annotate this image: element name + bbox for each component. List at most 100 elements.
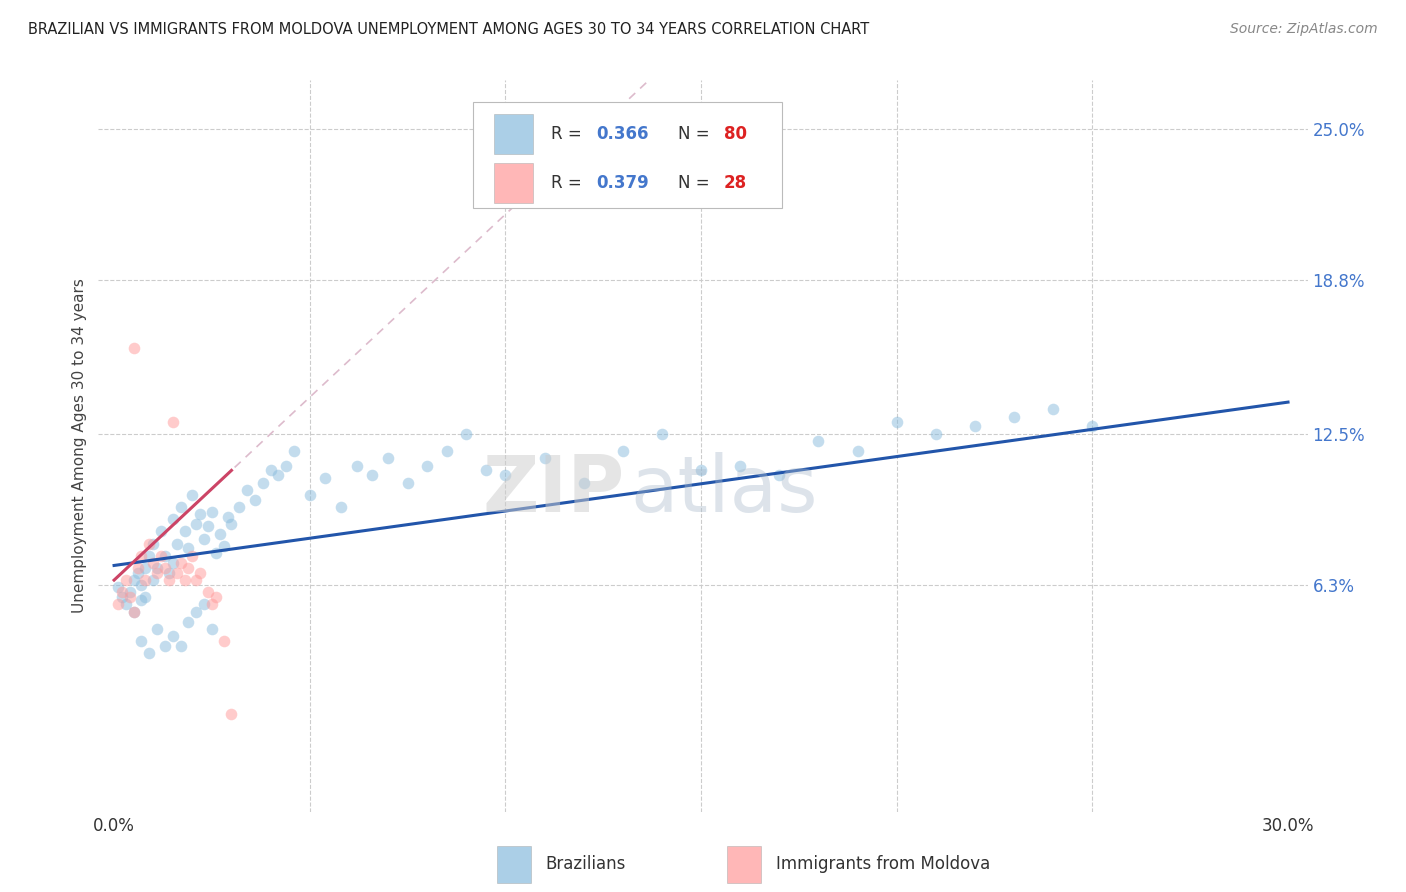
Point [572,475,595,490]
Point [153,549,176,563]
Point [396,475,419,490]
Point [197,519,219,533]
Point [1002,409,1025,424]
Point [217,509,239,524]
Point [166,566,188,580]
Point [925,426,948,441]
Point [252,475,274,490]
Point [177,561,200,575]
Point [690,463,713,477]
Point [162,629,184,643]
Point [267,468,290,483]
Point [138,536,160,550]
Point [114,573,136,587]
Point [157,573,180,587]
Point [122,605,145,619]
Point [201,622,224,636]
Point [169,500,191,514]
Point [122,605,145,619]
Bar [494,162,533,202]
Point [212,539,235,553]
Point [181,488,204,502]
Point [314,471,336,485]
Point [181,549,204,563]
Point [193,598,215,612]
Point [201,598,224,612]
Point [193,532,215,546]
Point [221,516,243,531]
Point [169,556,191,570]
Point [330,500,353,514]
Text: 0.379: 0.379 [596,174,650,192]
Point [963,419,986,434]
Point [494,468,516,483]
Point [283,443,305,458]
Text: ZIP: ZIP [482,452,624,528]
Point [197,585,219,599]
Bar [727,847,761,883]
Point [146,566,169,580]
Point [228,500,250,514]
Point [276,458,298,473]
Point [186,516,208,531]
Point [651,426,673,441]
Point [768,468,790,483]
Point [204,590,226,604]
Point [118,590,141,604]
Point [111,585,134,599]
Point [134,590,156,604]
Point [201,505,224,519]
Point [107,581,129,595]
Point [150,524,173,539]
Point [533,451,555,466]
Point [346,458,368,473]
Point [146,561,169,575]
Text: Source: ZipAtlas.com: Source: ZipAtlas.com [1230,22,1378,37]
Point [188,508,211,522]
Point [416,458,439,473]
Point [612,443,634,458]
Point [157,566,180,580]
Bar [494,113,533,153]
Point [173,573,195,587]
Point [122,342,145,356]
Point [208,526,231,541]
Point [186,605,208,619]
Point [204,546,226,560]
Point [134,573,156,587]
Text: 0.366: 0.366 [596,125,650,143]
Point [243,492,266,507]
Point [138,646,160,660]
Point [153,639,176,653]
Point [186,573,208,587]
Point [131,549,153,563]
Point [456,426,478,441]
Point [134,561,156,575]
Point [1042,402,1064,417]
Point [131,592,153,607]
Point [177,615,200,629]
Text: atlas: atlas [630,452,818,528]
Point [377,451,399,466]
Point [212,634,235,648]
Point [166,536,188,550]
Point [846,443,869,458]
Point [361,468,384,483]
Text: 28: 28 [724,174,747,192]
Text: N =: N = [678,125,714,143]
Point [118,585,141,599]
Point [162,415,184,429]
Point [127,566,149,580]
Point [162,556,184,570]
Point [127,561,149,575]
Point [122,573,145,587]
Point [298,488,321,502]
Point [728,458,751,473]
Point [138,549,160,563]
Text: Immigrants from Moldova: Immigrants from Moldova [776,855,990,873]
Point [114,598,136,612]
Point [259,463,281,477]
Bar [498,847,531,883]
Point [1081,419,1104,434]
Point [111,590,134,604]
